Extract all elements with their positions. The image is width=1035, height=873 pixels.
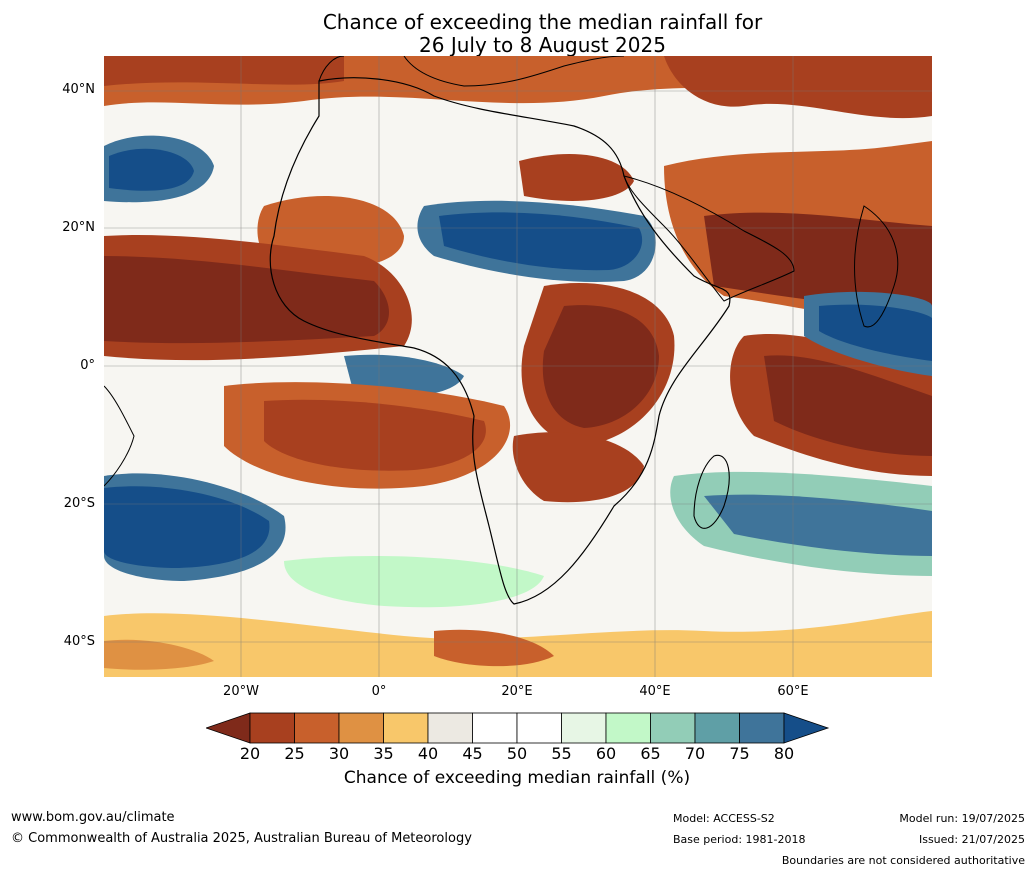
arabia-coastline <box>623 175 795 302</box>
colorbar-tick-label: 60 <box>595 744 617 763</box>
lat-label-0: 0° <box>80 358 95 373</box>
colorbar-label: Chance of exceeding median rainfall (%) <box>343 768 691 788</box>
lat-label-40s: 40°S <box>63 634 95 649</box>
lon-label-20e: 20°E <box>501 684 533 699</box>
lon-label-20w: 20°W <box>223 684 259 699</box>
colorbar-tick-label: 75 <box>729 744 750 763</box>
colorbar-extend-low <box>206 712 251 744</box>
colorbar-tick-label: 20 <box>239 744 261 763</box>
colorbar-tick-label: 55 <box>551 744 572 763</box>
colorbar-cell <box>650 712 696 744</box>
colorbar-cell <box>383 712 429 744</box>
map-title-line2: 26 July to 8 August 2025 <box>419 33 666 57</box>
colorbar-cell <box>516 712 562 744</box>
website-text: www.bom.gov.au/climate <box>11 810 175 825</box>
colorbar-tick-label: 65 <box>640 744 661 763</box>
colorbar <box>206 712 830 744</box>
colorbar-cell <box>472 712 518 744</box>
colorbar-cell <box>249 712 295 744</box>
india-coastline <box>854 205 899 328</box>
colorbar-tick-label: 40 <box>417 744 439 763</box>
issued-text: Issued: 21/07/2025 <box>918 833 1025 846</box>
colorbar-extend-high <box>783 712 830 744</box>
region-north-dry-core <box>104 56 344 86</box>
colorbar-tick-label: 30 <box>328 744 350 763</box>
colorbar-cell <box>427 712 473 744</box>
lat-label-20n: 20°N <box>62 220 95 235</box>
region-egypt-dry <box>519 153 634 201</box>
lon-label-40e: 40°E <box>639 684 671 699</box>
europe-coastline <box>318 56 625 87</box>
lat-label-40n: 40°N <box>62 82 95 97</box>
colorbar-cell <box>739 712 785 744</box>
rainfall-probability-map <box>104 56 932 677</box>
colorbar-tick-label: 45 <box>462 744 483 763</box>
colorbar-tick-label: 80 <box>773 744 795 763</box>
south-america-coastline <box>104 385 135 487</box>
colorbar-tick-label: 50 <box>506 744 528 763</box>
madagascar-coastline <box>693 454 730 529</box>
lat-label-20s: 20°S <box>63 496 95 511</box>
region-med-dry <box>664 56 932 119</box>
colorbar-cell <box>561 712 607 744</box>
disclaimer-text: Boundaries are not considered authoritat… <box>781 854 1025 867</box>
colorbar-cell <box>294 712 340 744</box>
lon-label-0: 0° <box>371 684 387 699</box>
map-title-line1: Chance of exceeding the median rainfall … <box>322 10 763 34</box>
region-southern-africa-dry <box>512 432 644 503</box>
copyright-text: © Commonwealth of Australia 2025, Austra… <box>11 831 472 846</box>
colorbar-cell <box>338 712 384 744</box>
model-text: Model: ACCESS-S2 <box>673 812 775 825</box>
model-run-text: Model run: 19/07/2025 <box>899 812 1025 825</box>
base-period-text: Base period: 1981-2018 <box>673 833 806 846</box>
colorbar-tick-label: 35 <box>373 744 394 763</box>
colorbar-cell <box>694 712 740 744</box>
colorbar-cell <box>605 712 651 744</box>
colorbar-tick-label: 25 <box>284 744 305 763</box>
colorbar-tick-label: 70 <box>684 744 706 763</box>
lon-label-60e: 60°E <box>777 684 809 699</box>
africa-coastline <box>269 77 731 605</box>
